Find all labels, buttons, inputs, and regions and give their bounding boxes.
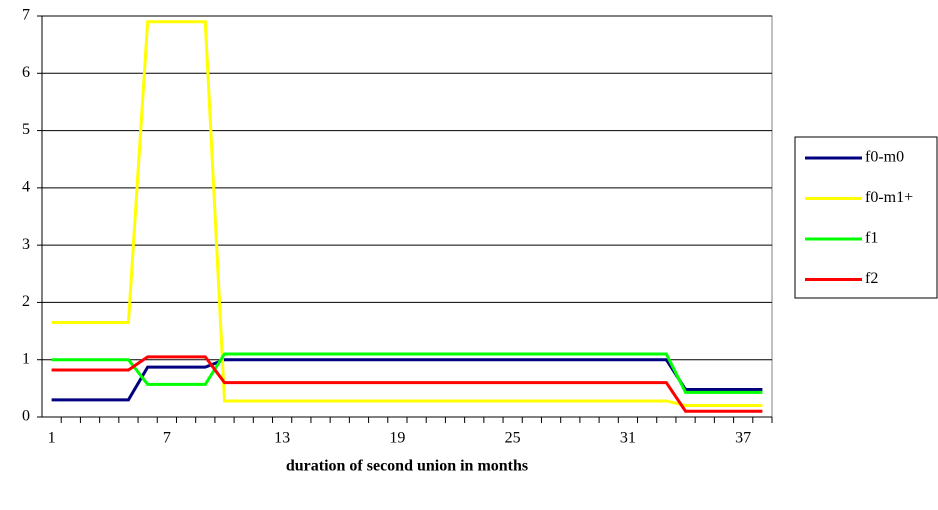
- series-line: [51, 20, 763, 408]
- y-tick-label: 0: [22, 408, 30, 425]
- y-tick-label: 4: [22, 179, 30, 196]
- series-line: [51, 352, 763, 394]
- y-tick-label: 3: [22, 236, 30, 253]
- series-line: [51, 358, 763, 402]
- x-tick-label: 19: [389, 430, 405, 447]
- x-tick-label: 13: [274, 430, 290, 447]
- y-tick-label: 7: [22, 7, 30, 24]
- y-tick-label: 2: [22, 293, 30, 310]
- legend-label: f0-m1+: [865, 189, 913, 206]
- series-line: [51, 355, 763, 413]
- legend-label: f0-m0: [865, 149, 904, 166]
- y-tick-label: 5: [22, 121, 30, 138]
- y-tick-label: 6: [22, 64, 30, 81]
- legend-label: f1: [865, 230, 878, 247]
- x-axis-title: duration of second union in months: [286, 458, 528, 475]
- x-tick-label: 25: [505, 430, 521, 447]
- legend: [794, 136, 938, 299]
- y-tick-label: 1: [22, 350, 30, 367]
- x-tick-label: 1: [48, 430, 56, 447]
- x-tick-label: 7: [163, 430, 171, 447]
- x-tick-label: 37: [735, 430, 751, 447]
- x-tick-label: 31: [620, 430, 636, 447]
- legend-label: f2: [865, 270, 878, 287]
